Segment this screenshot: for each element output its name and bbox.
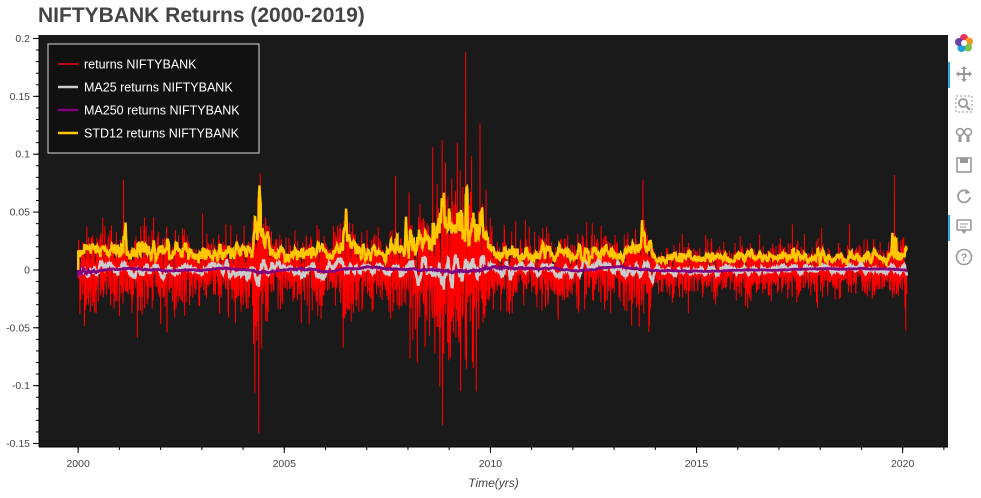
chart-toolbar: ? [948,30,981,280]
bokeh-logo-tool[interactable] [950,31,978,55]
y-tick-label: 0.1 [15,149,30,161]
save-tool[interactable] [950,153,978,177]
svg-text:?: ? [961,252,968,264]
help-tool[interactable]: ? [950,245,978,269]
x-axis-label: Time(yrs) [468,476,519,490]
save-icon [955,156,973,174]
active-tool-indicator [948,215,950,241]
wheel-zoom-tool[interactable] [950,123,978,147]
y-tick-label: 0.05 [10,207,31,219]
reset-icon [955,187,973,205]
legend-label: returns NIFTYBANK [84,58,197,72]
y-tick-label: 0.15 [10,91,31,103]
pan-icon [955,65,973,83]
wheel-zoom-icon [955,126,973,144]
legend-label: STD12 returns NIFTYBANK [84,127,240,141]
pan-tool[interactable] [950,62,978,86]
y-tick-label: -0.1 [12,380,30,392]
x-tick-label: 2010 [479,458,503,470]
legend: returns NIFTYBANK MA25 returns NIFTYBANK M… [47,43,260,154]
x-tick-label: 2000 [66,458,90,470]
y-tick-label: 0.2 [15,33,30,45]
active-tool-indicator [948,62,950,88]
hover-tool[interactable] [950,215,978,239]
x-tick-label: 2015 [685,458,709,470]
x-tick-label: 2020 [891,458,915,470]
hover-icon [955,218,973,236]
y-tick-label: -0.05 [6,322,30,334]
x-tick-label: 2005 [273,458,297,470]
legend-label: MA25 returns NIFTYBANK [84,81,233,95]
y-tick-label: 0 [24,264,30,276]
bokeh-logo-icon [954,33,974,53]
series-line-ma250 [76,258,908,277]
y-tick-label: -0.15 [6,438,30,450]
box-zoom-icon [955,95,973,113]
help-icon: ? [955,248,973,266]
legend-box [47,43,260,154]
box-zoom-tool[interactable] [950,92,978,116]
series-line-std12 [76,183,908,270]
legend-label: MA250 returns NIFTYBANK [84,104,240,118]
reset-tool[interactable] [950,184,978,208]
chart-title: NIFTYBANK Returns (2000-2019) [38,4,365,27]
